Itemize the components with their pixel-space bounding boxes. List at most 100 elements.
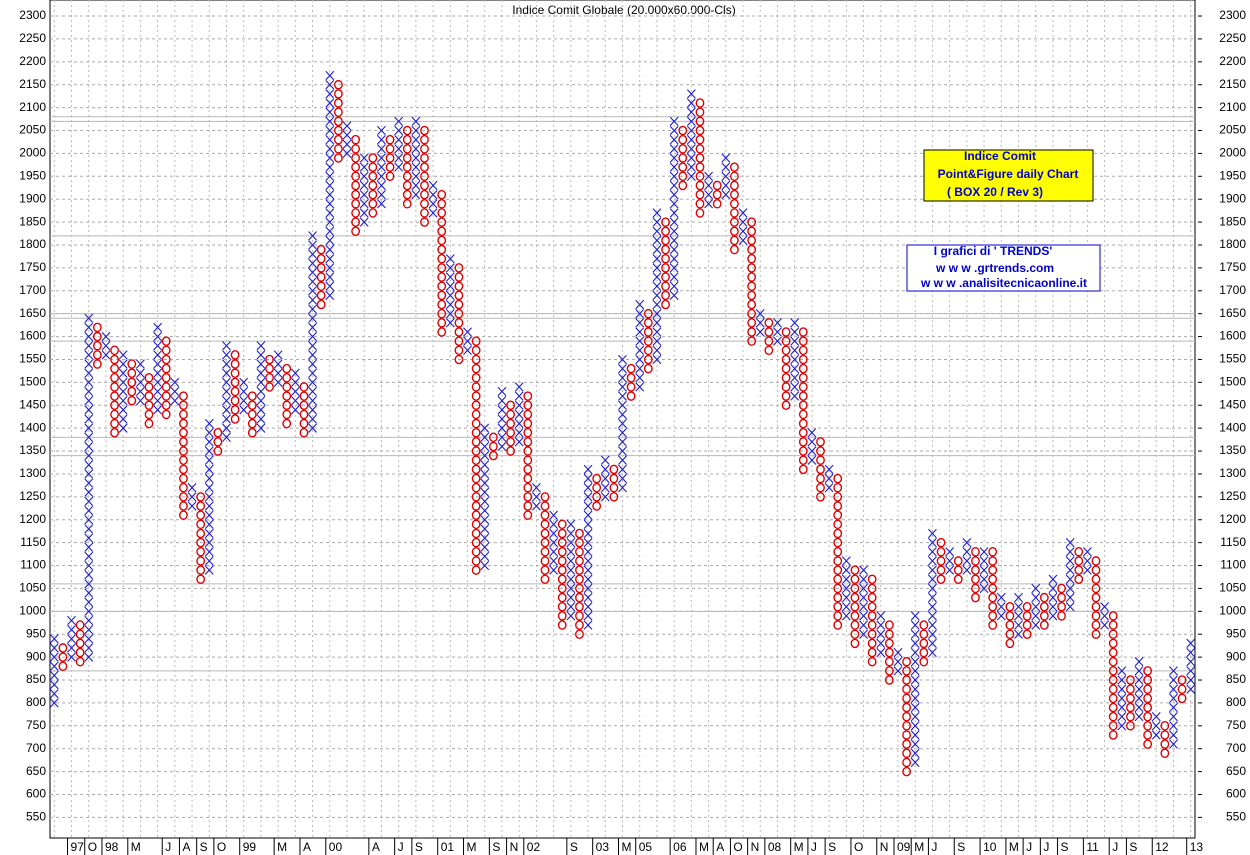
x-box — [394, 135, 404, 145]
x-column — [463, 327, 472, 355]
x-stroke — [979, 556, 989, 566]
x-box — [308, 414, 317, 424]
o-column — [575, 528, 584, 640]
x-stroke — [652, 318, 662, 328]
x-box — [463, 336, 472, 346]
x-stroke — [1169, 684, 1178, 694]
o-box — [110, 427, 119, 438]
x-box — [1082, 556, 1092, 566]
o-box — [265, 354, 274, 365]
o-box — [1108, 702, 1118, 713]
x-box — [222, 432, 231, 442]
x-stroke — [1134, 675, 1144, 685]
x-box — [497, 396, 507, 406]
y-tick-label: 850 — [26, 672, 46, 686]
x-stroke — [1065, 565, 1075, 575]
x-box — [325, 80, 335, 90]
x-stroke — [1169, 711, 1178, 722]
x-box — [308, 350, 317, 360]
x-box — [790, 318, 800, 328]
x-stroke — [394, 135, 404, 145]
x-stroke — [583, 537, 593, 548]
o-box — [902, 766, 912, 777]
o-box — [592, 492, 602, 502]
x-box — [170, 396, 180, 406]
x-stroke — [1031, 620, 1041, 630]
o-box — [1108, 684, 1118, 694]
x-box — [841, 556, 851, 566]
x-box — [118, 368, 128, 378]
x-box — [1134, 666, 1144, 676]
x-box — [204, 519, 214, 529]
x-stroke — [342, 148, 352, 159]
x-box — [497, 423, 507, 433]
x-tick-label: J — [165, 840, 171, 854]
x-stroke — [239, 386, 249, 397]
x-stroke — [549, 510, 559, 520]
x-tick-label: M — [467, 840, 477, 854]
o-box — [833, 482, 843, 493]
x-stroke — [704, 199, 713, 209]
x-box — [876, 647, 886, 658]
x-box — [187, 492, 197, 502]
x-stroke — [480, 487, 490, 497]
x-stroke — [1048, 602, 1058, 612]
x-stroke — [600, 492, 610, 502]
x-stroke — [686, 89, 696, 99]
o-box — [1039, 601, 1049, 612]
x-stroke — [669, 180, 679, 191]
x-box — [359, 199, 369, 209]
x-stroke — [273, 359, 283, 369]
x-box — [686, 144, 696, 154]
o-box — [867, 647, 877, 658]
o-box — [1108, 693, 1118, 704]
x-stroke — [84, 460, 94, 470]
x-stroke — [514, 437, 524, 447]
o-box — [333, 144, 343, 154]
o-box — [437, 244, 447, 255]
x-stroke — [480, 496, 490, 507]
x-stroke — [910, 711, 920, 722]
x-box — [84, 414, 94, 424]
x-box — [704, 180, 713, 191]
x-box — [84, 588, 94, 598]
x-box — [445, 299, 455, 310]
o-box — [161, 391, 171, 401]
x-box — [445, 272, 455, 282]
x-box — [445, 318, 455, 328]
y-tick-label: 1300 — [19, 466, 46, 480]
x-tick-label: M — [794, 840, 804, 854]
x-box — [308, 231, 317, 241]
x-box — [1169, 702, 1178, 713]
x-box — [635, 363, 645, 374]
o-box — [523, 455, 533, 465]
x-box — [549, 537, 559, 548]
o-box — [1108, 666, 1118, 676]
o-box — [747, 281, 757, 291]
o-column — [299, 382, 309, 438]
x-stroke — [67, 643, 76, 653]
x-stroke — [480, 560, 490, 571]
x-box — [928, 629, 937, 639]
o-column — [936, 537, 946, 585]
x-box — [618, 428, 627, 438]
x-stroke — [583, 483, 593, 493]
o-column — [316, 244, 326, 310]
y-tick-label: 1800 — [1219, 237, 1246, 251]
o-box — [884, 638, 894, 649]
o-column — [1108, 611, 1118, 740]
o-box — [1143, 675, 1153, 685]
x-stroke — [204, 556, 214, 566]
x-column — [945, 547, 955, 575]
x-box — [1100, 620, 1110, 630]
x-box — [910, 757, 920, 768]
o-column — [540, 492, 550, 585]
x-box — [669, 281, 679, 291]
x-stroke — [910, 721, 920, 731]
y-tick-label: 2150 — [19, 77, 46, 91]
x-stroke — [790, 373, 800, 383]
o-box — [230, 359, 240, 369]
x-box — [859, 611, 868, 621]
x-stroke — [618, 428, 627, 438]
x-box — [635, 327, 645, 337]
